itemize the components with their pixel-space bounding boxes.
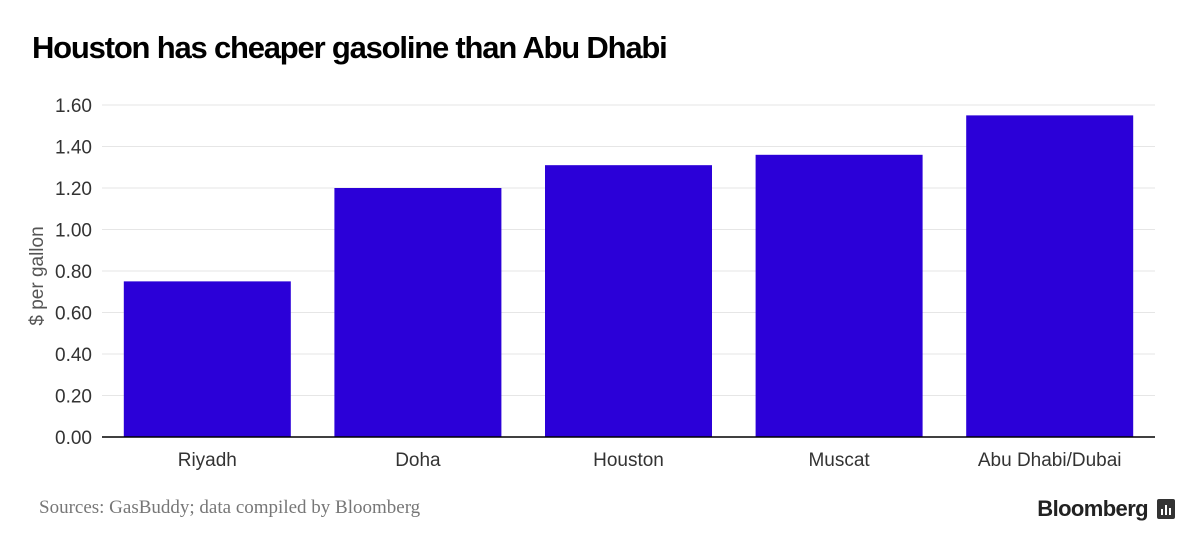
bar <box>123 281 291 437</box>
y-tick-label: 0.00 <box>55 428 92 449</box>
y-tick-label: 0.20 <box>55 387 92 408</box>
y-tick-label: 0.80 <box>55 262 92 283</box>
bar <box>755 154 923 438</box>
bar <box>334 188 502 437</box>
bloomberg-logo: Bloomberg <box>1037 496 1148 521</box>
category-label: Muscat <box>808 450 870 471</box>
bars <box>123 115 1134 438</box>
y-tick-label: 1.00 <box>55 221 92 242</box>
bar <box>545 165 712 438</box>
bar <box>966 115 1134 437</box>
y-tick-label: 0.60 <box>55 304 92 325</box>
y-tick-label: 1.60 <box>55 96 92 117</box>
y-axis-label: $ per gallon <box>27 226 48 325</box>
category-label: Abu Dhabi/Dubai <box>978 450 1122 471</box>
bar-chart-icon <box>1157 499 1175 519</box>
category-label: Doha <box>395 450 441 471</box>
chart-title: Houston has cheaper gasoline than Abu Dh… <box>32 30 668 65</box>
y-tick-label: 1.40 <box>55 138 92 159</box>
y-tick-labels: 0.00 0.20 0.40 0.60 0.80 1.00 1.20 1.40 1.60 <box>55 96 92 449</box>
category-label: Houston <box>593 450 664 471</box>
y-tick-label: 0.40 <box>55 345 92 366</box>
source-note: Sources: GasBuddy; data compiled by Bloo… <box>39 497 421 518</box>
category-labels: Riyadh Doha Houston Muscat Abu Dhabi/Dubai <box>178 450 1122 471</box>
category-label: Riyadh <box>178 450 237 471</box>
y-tick-label: 1.20 <box>55 179 92 200</box>
